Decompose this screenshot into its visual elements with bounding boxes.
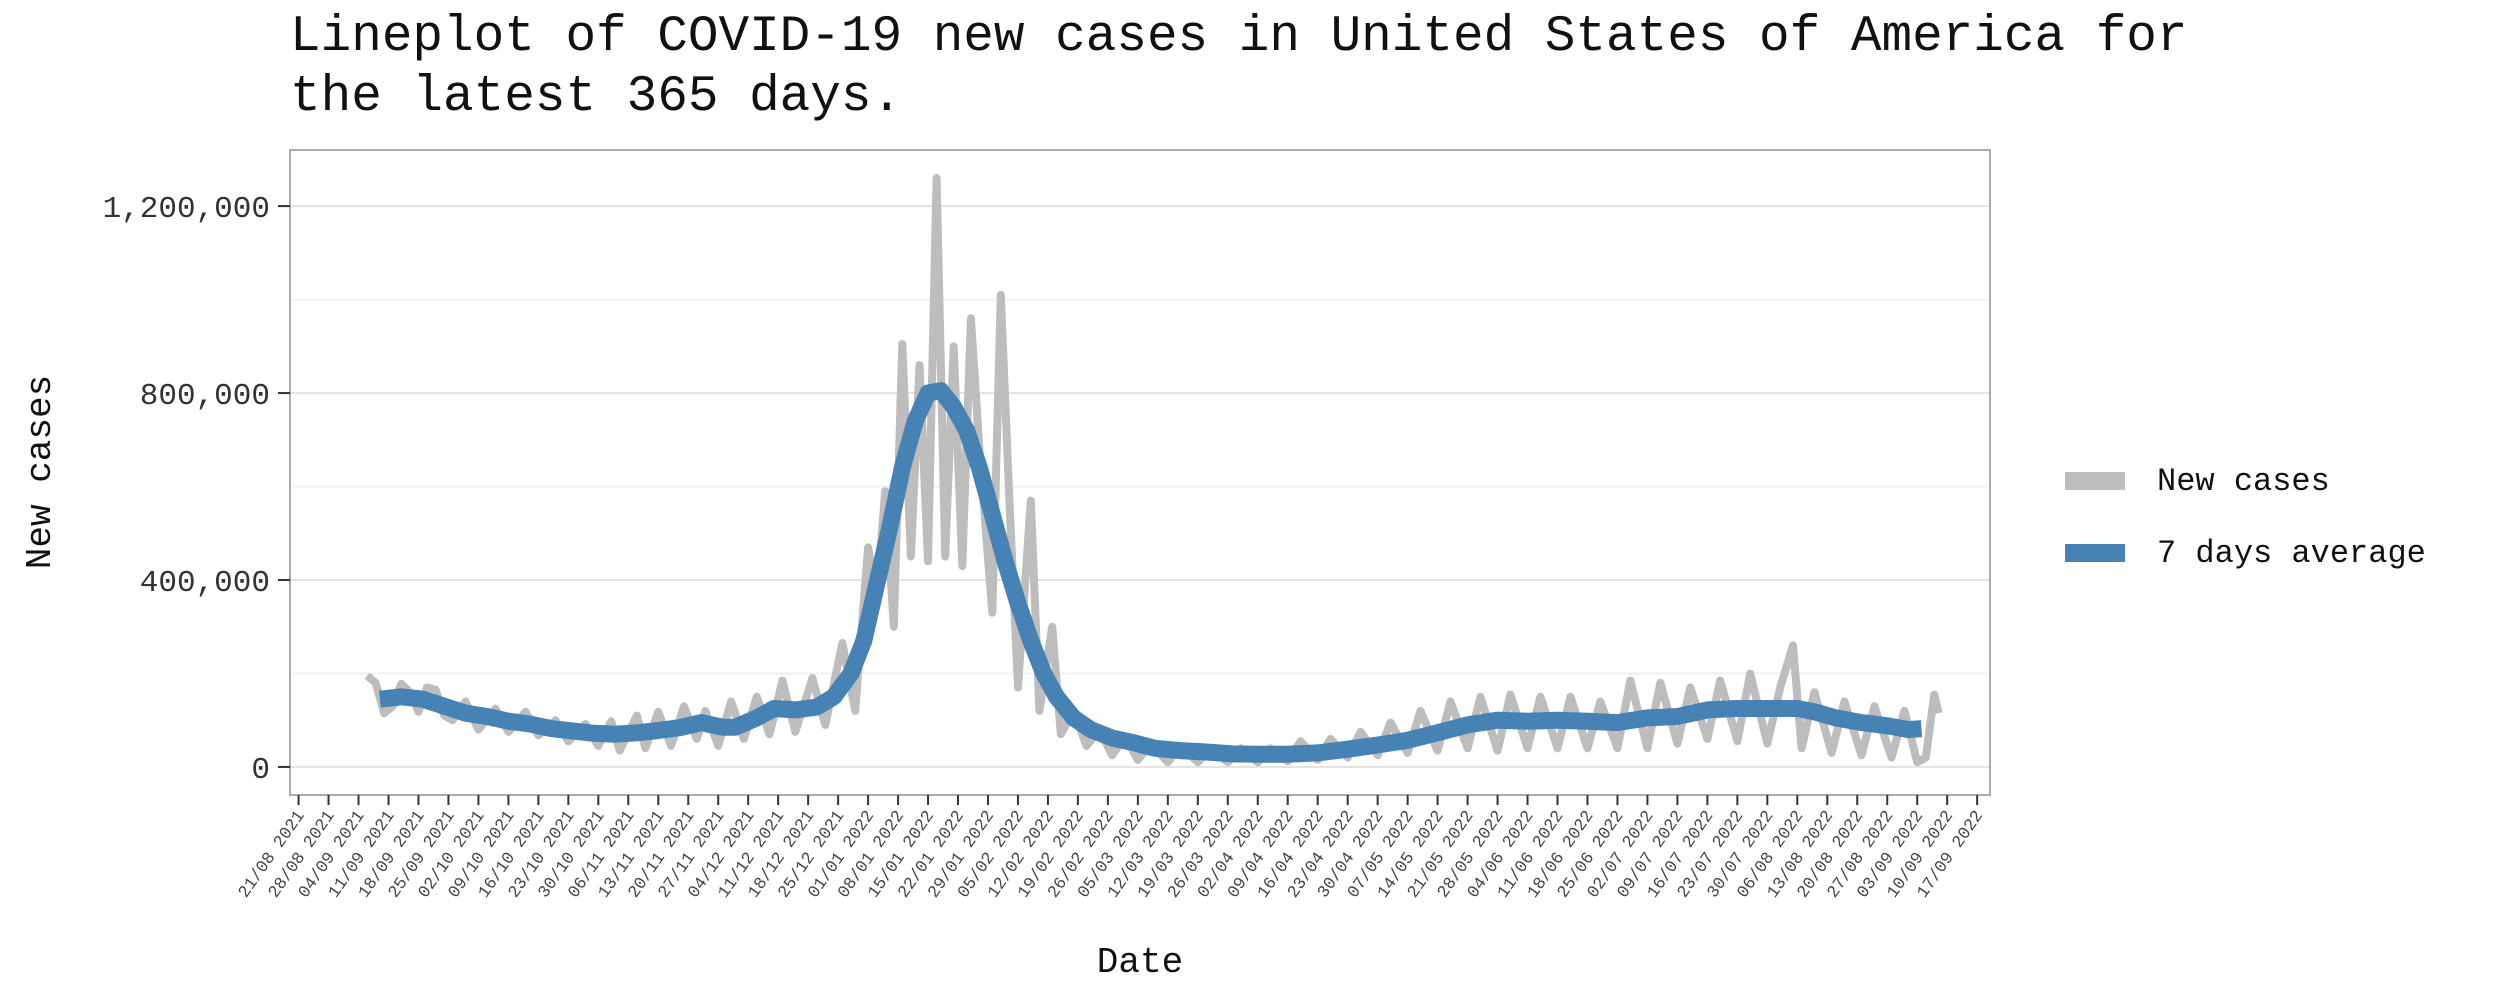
series-line-new-cases [364, 174, 1943, 767]
y-axis-label: New cases [20, 375, 61, 569]
x-axis-label: Date [1097, 942, 1183, 983]
plot-frame [289, 149, 1991, 796]
legend-label-new-cases: New cases [2157, 462, 2330, 500]
legend-swatch-7-days-average [2065, 544, 2125, 562]
chart-title: Lineplot of COVID-19 new cases in United… [290, 9, 2188, 126]
y-tick-label: 400,000 [140, 566, 270, 601]
series-line-7-days-average [378, 382, 1923, 763]
y-tick-label: 0 [251, 753, 270, 788]
y-tick-label: 800,000 [140, 379, 270, 414]
legend: New cases 7 days average [2065, 445, 2426, 589]
y-axis: 0 400,000 800,000 1,200,000 [103, 192, 290, 788]
y-tick-label: 1,200,000 [103, 192, 270, 227]
legend-item-7-days-average[interactable]: 7 days average [2065, 517, 2426, 589]
legend-item-new-cases[interactable]: New cases [2065, 445, 2426, 517]
series-layer [364, 174, 1943, 767]
legend-swatch-new-cases [2065, 472, 2125, 490]
gridlines [290, 205, 1990, 768]
legend-label-7-days-average: 7 days average [2157, 534, 2426, 572]
